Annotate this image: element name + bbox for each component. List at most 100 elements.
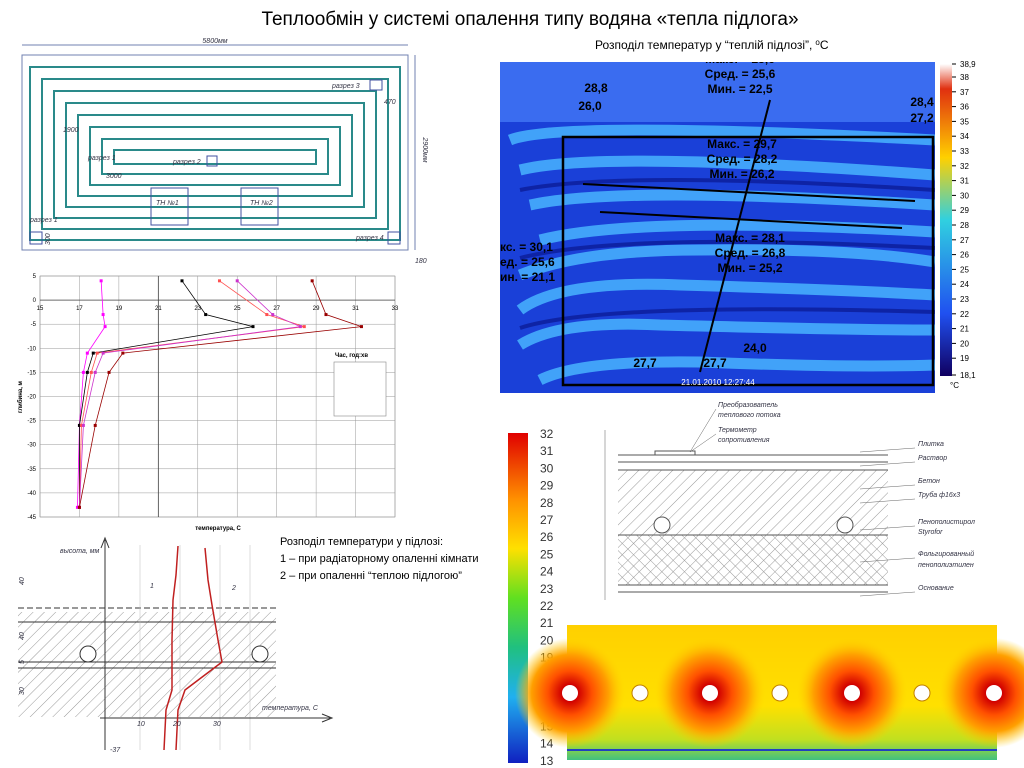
slide-title: Теплообмін у системі опалення типу водян… — [261, 9, 798, 30]
profile-x-label: температура, С — [262, 705, 319, 712]
curve-label: 2 — [231, 585, 236, 592]
point — [204, 313, 208, 317]
point — [85, 351, 89, 355]
thermal-image — [500, 62, 935, 393]
point — [79, 423, 83, 427]
section-labels: Преобразователь теплового потока Термометр… — [689, 401, 975, 597]
profile-dim: 30 — [19, 687, 26, 695]
plan-section: разрез 1 — [29, 217, 58, 224]
profile-tick: 20 — [172, 721, 181, 728]
profile-y-label: высота, мм — [60, 548, 100, 555]
plan-unit: ТН №1 — [156, 200, 179, 207]
section-label: Бетон — [918, 478, 940, 485]
point — [101, 313, 105, 317]
point — [359, 325, 363, 329]
thermal-timestamp: 21.01.2010 12:27:44 — [681, 378, 755, 387]
point — [95, 351, 99, 355]
scale-label: 25 — [960, 265, 969, 274]
y-tick-label: -5 — [31, 322, 37, 328]
point — [180, 279, 184, 283]
section-label: пенополиэтилен — [918, 562, 974, 569]
heatmap-scale-label: 22 — [540, 599, 554, 613]
scale-label: 19 — [960, 354, 969, 363]
point — [235, 279, 239, 283]
thermal-stat: Мин. = 26,2 — [710, 167, 775, 181]
curve-label: 1 — [150, 583, 154, 590]
point — [271, 313, 275, 317]
point — [99, 279, 103, 283]
plan-height: 2900мм — [421, 136, 428, 162]
thermal-point: 28,8 — [584, 81, 608, 95]
x-axis-label: температура, С — [195, 526, 241, 532]
y-tick-label: 0 — [33, 298, 37, 304]
floor-plan — [21, 44, 416, 251]
cross-section — [604, 430, 888, 600]
thermal-stat: Сред. = 28,2 — [707, 152, 778, 166]
point — [85, 370, 89, 374]
point — [310, 279, 314, 283]
leader — [859, 557, 916, 563]
thermal-caption: Розподіл температур у “теплій підлозі”, o… — [595, 38, 829, 52]
y-tick-label: 5 — [33, 274, 37, 280]
leader — [859, 461, 916, 467]
y-tick-label: -25 — [27, 419, 36, 425]
plan-dim: 1900 — [63, 127, 79, 134]
thermal-stat: Макс. = 29,7 — [707, 137, 777, 151]
point — [265, 313, 269, 317]
profile-dim: 40 — [19, 577, 26, 585]
heatmap-scale-label: 28 — [540, 496, 554, 510]
scale-label: 31 — [960, 177, 969, 186]
scale-label: 22 — [960, 310, 969, 319]
profile-caption: 2 – при опаленні “теплою підлогою” — [280, 570, 462, 582]
plan-width: 5800мм — [202, 38, 227, 45]
x-tick-label: 23 — [194, 306, 201, 312]
point — [77, 505, 81, 509]
thermal-stat: Сред. = 25,6 — [705, 67, 776, 81]
heatmap-scale-label: 23 — [540, 582, 554, 596]
x-tick-label: 19 — [116, 306, 123, 312]
caption-degree: o — [815, 38, 820, 47]
x-tick-label: 31 — [352, 306, 359, 312]
scale-label: 26 — [960, 251, 969, 260]
profile-caption: Розподіл температури у підлозі: — [280, 536, 443, 548]
temperature-profile — [18, 536, 334, 751]
plan-dim: 3000 — [106, 173, 122, 180]
section-label: Труба ф16х3 — [918, 491, 960, 499]
point — [107, 370, 111, 374]
x-tick-label: 25 — [234, 306, 241, 312]
leader — [859, 591, 916, 597]
thermal-point: 24,0 — [743, 341, 767, 355]
scale-label: 37 — [960, 88, 969, 97]
y-tick-label: -10 — [27, 346, 36, 352]
profile-bottom: -37 — [110, 747, 121, 754]
plan-dim: 180 — [415, 258, 427, 265]
profile-dim: 40 — [19, 632, 26, 640]
plan-section: разрез 3 — [331, 83, 360, 90]
plan-unit: ТН №2 — [250, 200, 273, 207]
section-label: Плитка — [918, 441, 944, 448]
point — [77, 423, 81, 427]
x-tick-label: 27 — [273, 306, 280, 312]
y-tick-label: -35 — [27, 467, 36, 473]
point — [93, 423, 97, 427]
scale-label: 33 — [960, 147, 969, 156]
heatmap-scale-label: 25 — [540, 547, 554, 561]
scale-label: 36 — [960, 103, 969, 112]
thermal-colorbar — [940, 64, 952, 376]
scale-label: 34 — [960, 132, 969, 141]
section-label: сопротивления — [718, 437, 770, 444]
scale-label: 18,1 — [960, 371, 976, 380]
profile-caption: 1 – при радіаторному опаленні кімнати — [280, 553, 479, 565]
leader — [689, 433, 717, 453]
y-tick-label: -30 — [27, 443, 36, 449]
scale-label: 30 — [960, 191, 969, 200]
profile-tick: 30 — [213, 721, 221, 728]
scale-label: 38,9 — [960, 60, 976, 69]
point — [89, 370, 93, 374]
scale-label: 27 — [960, 236, 969, 245]
point — [324, 313, 328, 317]
plan-section: разрез 2 — [172, 159, 201, 166]
point — [121, 351, 125, 355]
section-label: Раствор — [918, 455, 947, 462]
leader — [859, 484, 916, 490]
